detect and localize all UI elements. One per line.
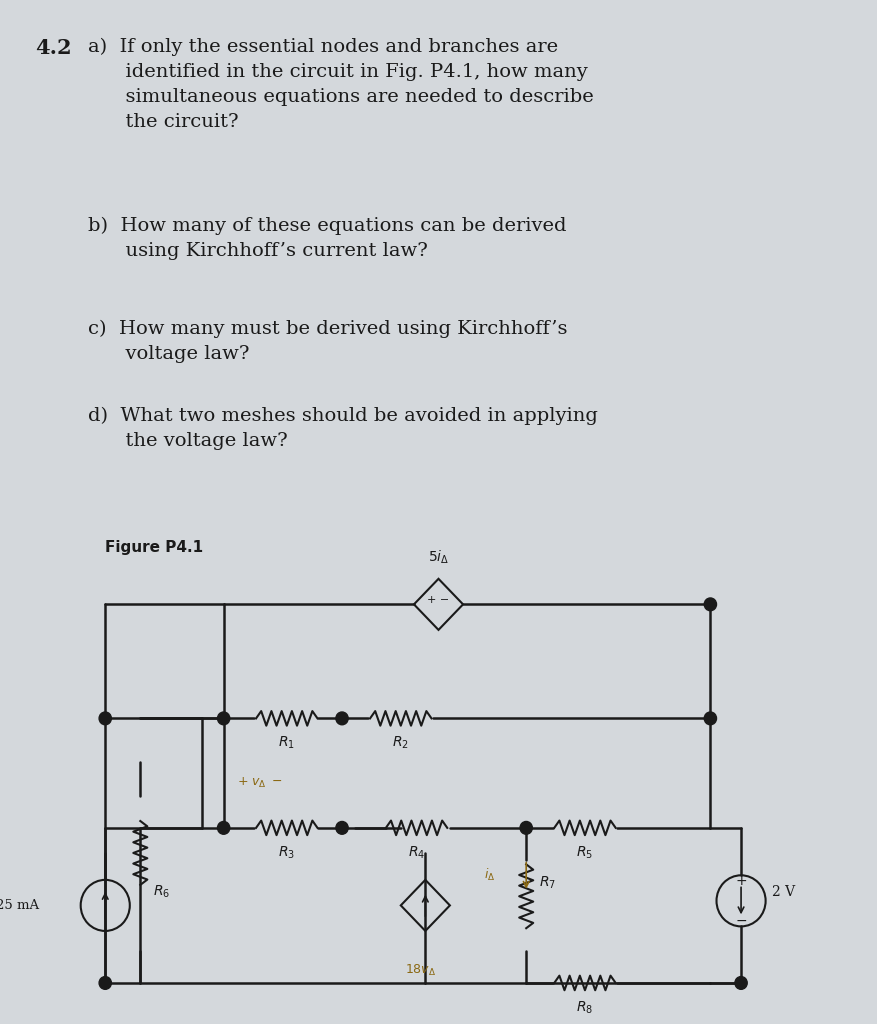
Circle shape (217, 821, 230, 835)
Text: $R_5$: $R_5$ (576, 844, 594, 861)
Text: 4.2: 4.2 (35, 38, 72, 58)
Text: 2 V: 2 V (772, 885, 795, 899)
Text: $R_1$: $R_1$ (278, 735, 296, 752)
Text: 25 mA: 25 mA (0, 899, 39, 912)
Text: $R_4$: $R_4$ (408, 844, 425, 861)
Text: $R_8$: $R_8$ (576, 999, 594, 1016)
Text: b)  How many of these equations can be derived
      using Kirchhoff’s current l: b) How many of these equations can be de… (88, 217, 567, 260)
Text: +: + (735, 873, 747, 888)
Text: c)  How many must be derived using Kirchhoff’s
      voltage law?: c) How many must be derived using Kirchh… (88, 321, 567, 364)
Circle shape (336, 821, 348, 835)
Text: −: − (735, 913, 747, 928)
Text: $R_2$: $R_2$ (392, 735, 410, 752)
Text: + −: + − (427, 595, 450, 605)
Text: Figure P4.1: Figure P4.1 (105, 541, 203, 555)
Text: $R_6$: $R_6$ (153, 884, 171, 900)
Circle shape (99, 977, 111, 989)
Text: $R_3$: $R_3$ (278, 844, 296, 861)
Text: $+\ v_\Delta\ -$: $+\ v_\Delta\ -$ (237, 775, 282, 790)
Text: $R_7$: $R_7$ (539, 874, 556, 891)
Text: d)  What two meshes should be avoided in applying
      the voltage law?: d) What two meshes should be avoided in … (88, 407, 597, 451)
Circle shape (735, 977, 747, 989)
Text: $18v_\Delta$: $18v_\Delta$ (405, 964, 437, 978)
Text: a)  If only the essential nodes and branches are
      identified in the circuit: a) If only the essential nodes and branc… (88, 38, 594, 131)
Text: $i_\Delta$: $i_\Delta$ (484, 867, 496, 884)
Circle shape (704, 598, 717, 610)
Circle shape (704, 712, 717, 725)
Text: $5i_\Delta$: $5i_\Delta$ (428, 549, 449, 566)
Circle shape (520, 821, 532, 835)
Circle shape (217, 712, 230, 725)
Circle shape (336, 712, 348, 725)
Circle shape (99, 712, 111, 725)
